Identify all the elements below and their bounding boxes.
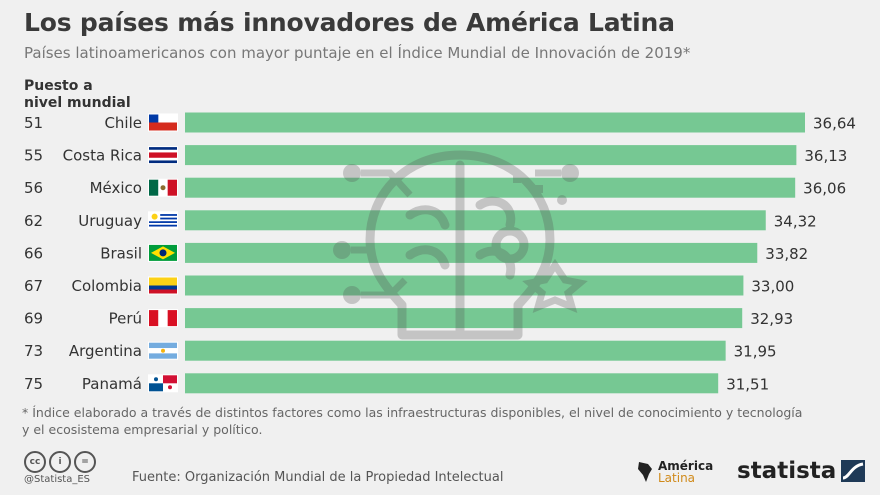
rank-header: Puesto a nivel mundial [24, 78, 131, 112]
brazil-flag-icon [148, 243, 178, 262]
bar [185, 373, 719, 394]
bar [185, 275, 744, 296]
rank-label: 56 [24, 179, 43, 197]
costa-rica-flag-icon [148, 146, 178, 165]
country-label: Colombia [72, 277, 143, 295]
rank-label: 75 [24, 375, 43, 393]
source-note: Fuente: Organización Mundial de la Propi… [132, 470, 504, 485]
rank-label: 66 [24, 244, 43, 262]
brand-america-line1: América [658, 459, 714, 473]
value-label: 36,06 [803, 180, 846, 198]
country-label: Uruguay [78, 212, 142, 230]
country-label: Panamá [82, 375, 142, 393]
chart-subtitle: Países latinoamericanos con mayor puntaj… [24, 44, 691, 62]
value-label: 32,93 [750, 310, 793, 328]
footnote: * Índice elaborado a través de distintos… [22, 405, 803, 437]
license-icons: cc i = [24, 451, 96, 473]
argentina-flag-icon [148, 341, 178, 360]
value-label: 31,95 [734, 343, 777, 361]
country-label: Argentina [69, 342, 142, 360]
value-label: 33,00 [751, 278, 794, 296]
globe-icon [638, 462, 652, 482]
bar [185, 242, 758, 263]
bar [185, 145, 797, 166]
colombia-flag-icon [148, 276, 178, 295]
country-label: Perú [109, 310, 142, 328]
country-label: México [90, 179, 142, 197]
panama-flag-icon [148, 374, 178, 393]
rank-label: 51 [24, 114, 43, 132]
country-label: Chile [104, 114, 142, 132]
lightbulb-brain-icon [333, 150, 588, 340]
bar [185, 210, 766, 231]
country-label: Brasil [100, 244, 142, 262]
rank-label: 69 [24, 310, 43, 328]
country-label: Costa Rica [63, 147, 142, 165]
value-label: 36,64 [813, 115, 856, 133]
peru-flag-icon [148, 309, 178, 328]
value-label: 34,32 [774, 212, 817, 230]
rank-label: 62 [24, 212, 43, 230]
mexico-flag-icon [148, 178, 178, 197]
chile-flag-icon [148, 113, 178, 132]
value-label: 31,51 [726, 375, 769, 393]
america-latina-logo[interactable]: América Latina [636, 460, 713, 484]
chart-title: Los países más innovadores de América La… [24, 8, 675, 37]
statista-wordmark: statista [737, 458, 837, 484]
bar [185, 340, 726, 361]
creative-commons-icon[interactable]: cc [24, 451, 46, 473]
value-label: 33,82 [765, 245, 808, 263]
attribution-icon[interactable]: i [49, 451, 71, 473]
bar [185, 308, 743, 329]
statista-mark-icon [841, 460, 866, 482]
rank-label: 67 [24, 277, 43, 295]
brand-america-line2: Latina [658, 471, 696, 485]
value-label: 36,13 [804, 147, 847, 165]
rank-header-line2: nivel mundial [24, 95, 131, 111]
bar-chart: 51 Chile 36,64 55 Costa Rica 36,13 56 México 36,… [24, 112, 856, 394]
statista-logo[interactable]: statista [737, 458, 866, 484]
bar [185, 112, 805, 133]
bar [185, 177, 796, 198]
uruguay-flag-icon [148, 211, 178, 230]
rank-header-line1: Puesto a [24, 78, 93, 94]
twitter-handle[interactable]: @Statista_ES [24, 474, 91, 485]
rank-label: 55 [24, 147, 43, 165]
rank-label: 73 [24, 342, 43, 360]
no-derivatives-icon[interactable]: = [74, 451, 96, 473]
